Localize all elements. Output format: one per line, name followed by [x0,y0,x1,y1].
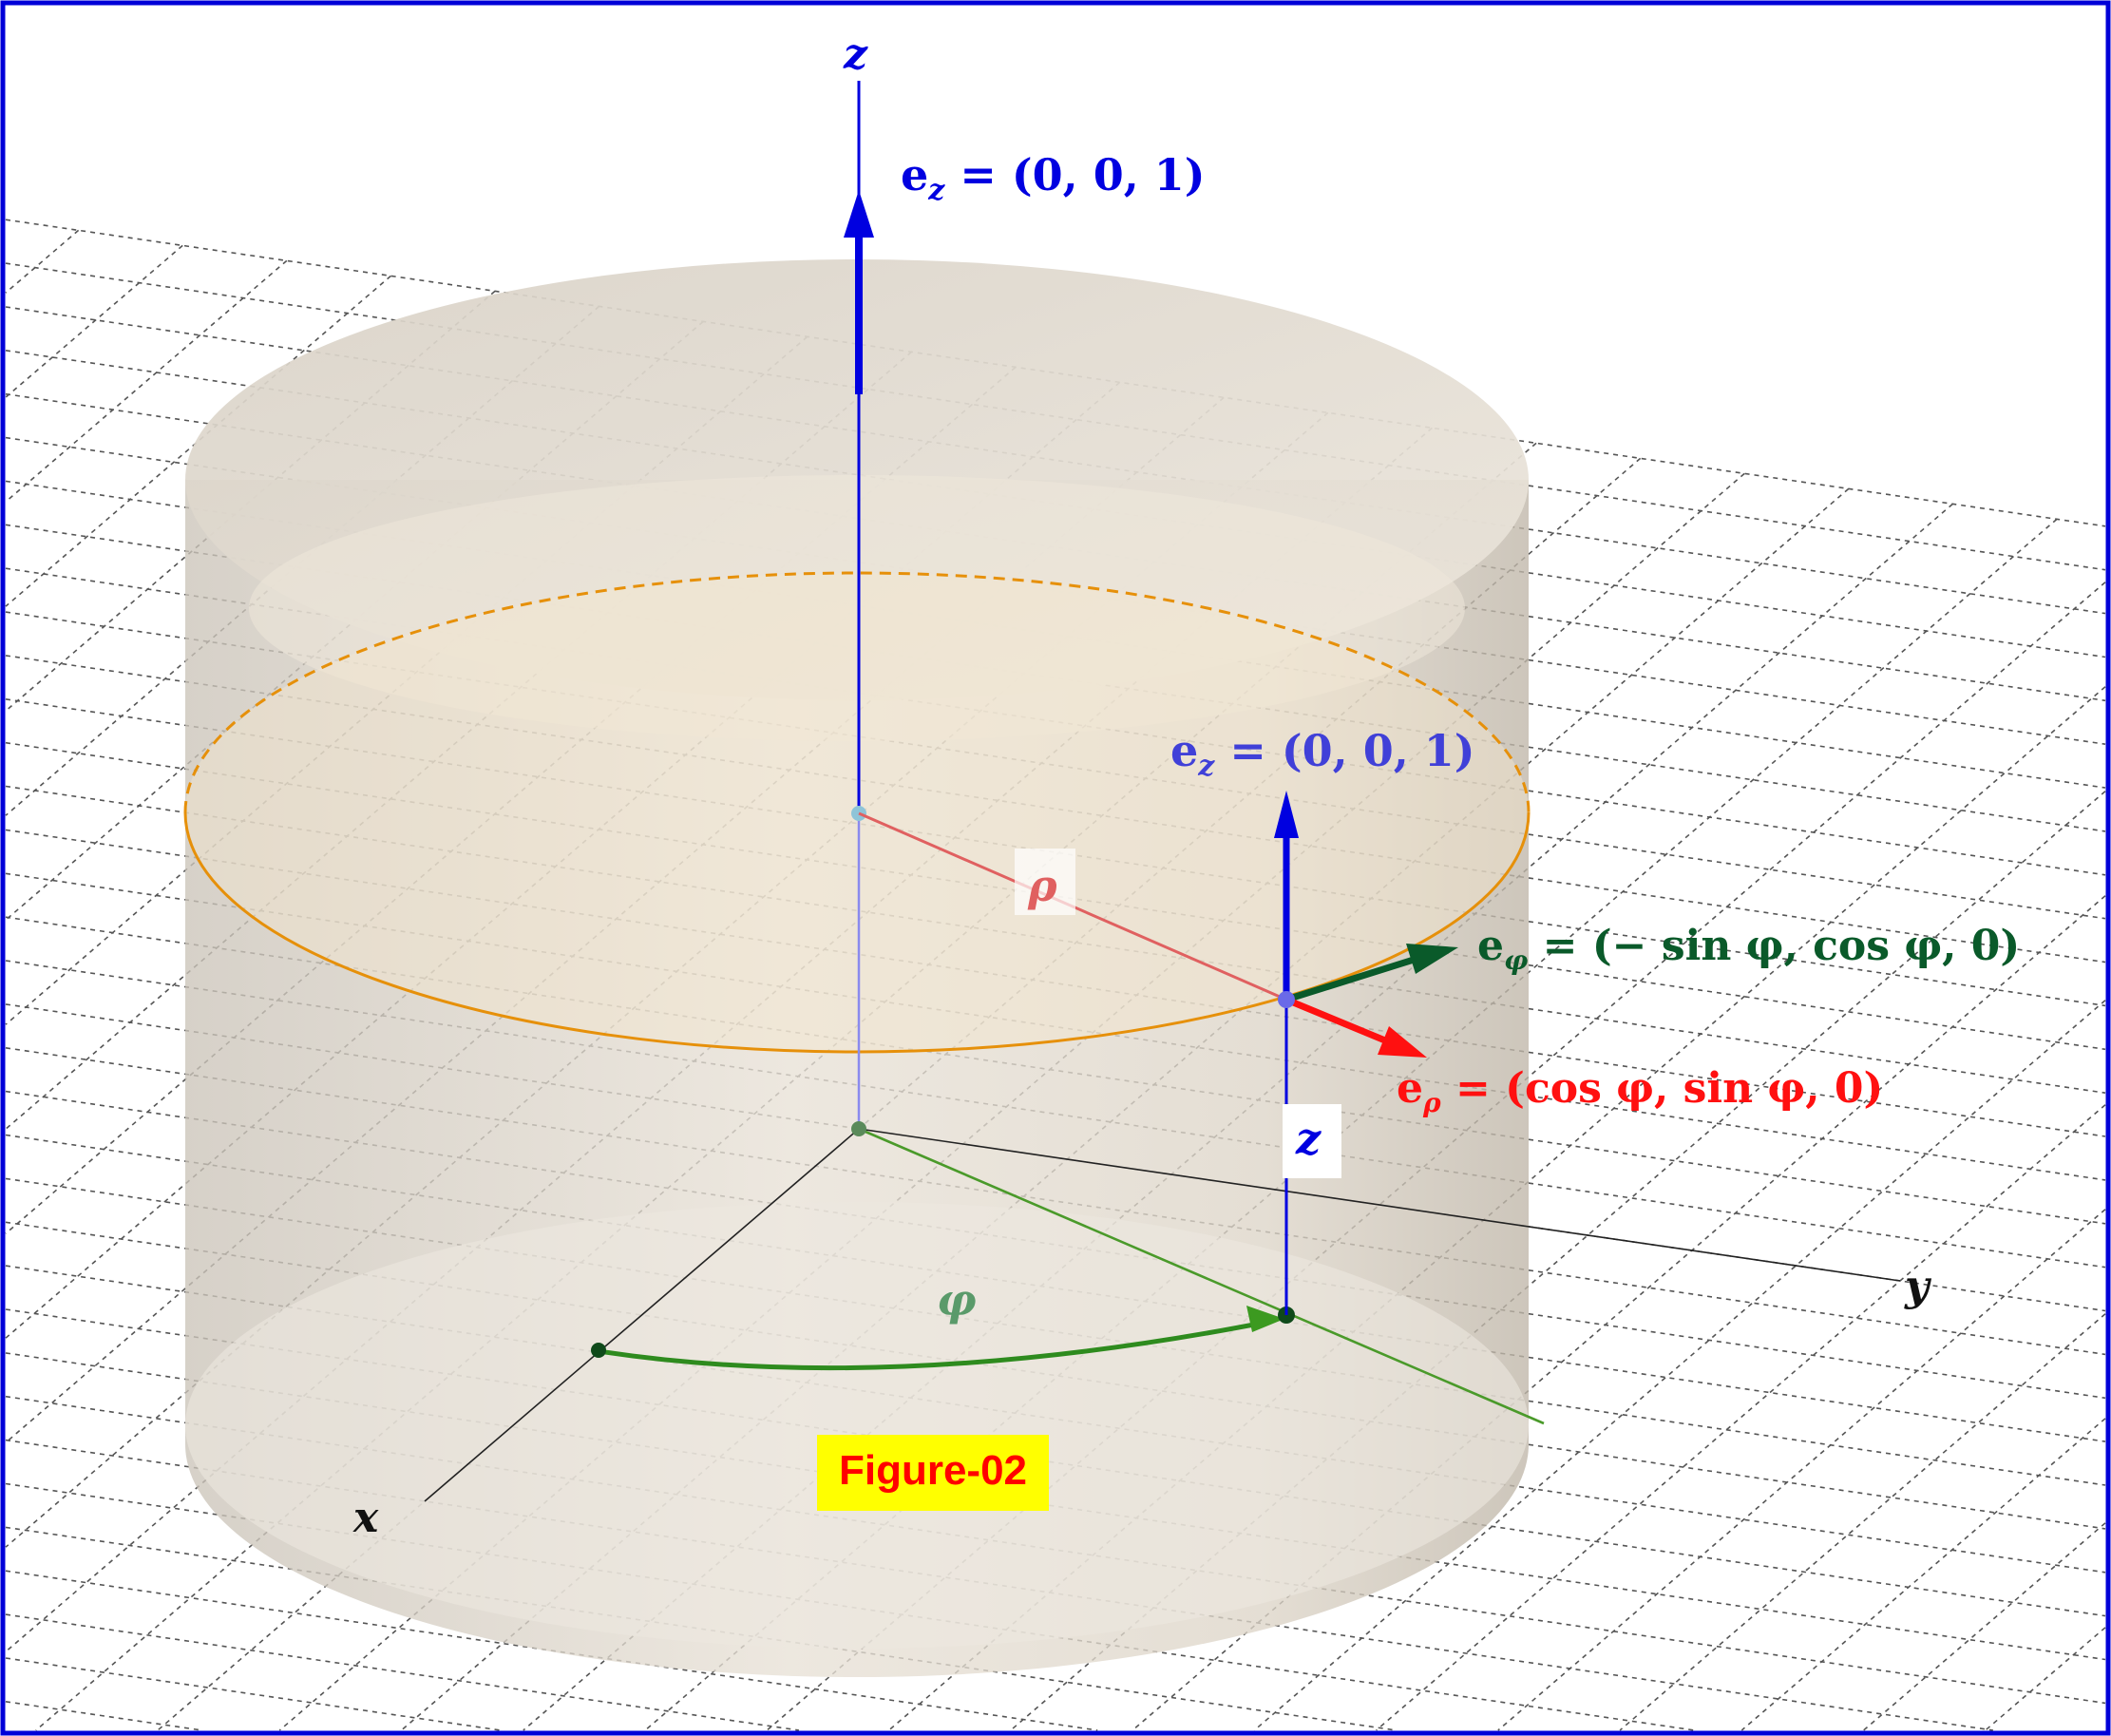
ephi-label: eφ = (− sin φ, cos φ, 0) [1477,922,2020,976]
orange-circle [183,571,1531,1054]
phi-arc [598,1322,1255,1371]
grid-line [1253,1000,2106,1731]
ez-point-label: ez = (0, 0, 1) [1170,725,1475,783]
grid-line [5,262,2106,571]
z-height-label: z [1295,1113,1322,1164]
cylinder-bottom-face [185,1202,1529,1649]
ephi-arrowhead [1406,944,1458,974]
z-axis-label: z [843,30,868,79]
phi-label: φ [937,1274,977,1326]
phi-radial-line [858,1127,1545,1425]
figure-label-box [817,1435,1049,1511]
rho-label-box [1015,849,1075,915]
grid-line [5,1657,501,1731]
cylinder-inner-top-shade [249,475,1465,741]
y-axis-label: y [1904,1262,1932,1310]
figure-label: Figure-02 [839,1447,1027,1494]
grid-line [1740,1418,2106,1731]
orange-circle-back [183,571,1531,813]
grid-line [1985,1627,2106,1731]
erho-label: eρ = (cos φ, sin φ, 0) [1397,1064,1883,1118]
grid-line [1497,1209,2106,1731]
orange-circle-front [183,811,1531,1054]
ez-point-arrowhead [1274,791,1299,838]
rho-label: ρ [1027,860,1057,911]
grid-line [5,229,80,294]
phi-arc-start-point [591,1343,606,1358]
grid-line [1376,1104,2106,1731]
x-axis-label: x [352,1494,379,1542]
cylinder [185,259,1529,1677]
erho-arrow-shaft [1284,996,1398,1049]
grid-line [5,259,288,503]
erho-arrowhead [1378,1026,1427,1058]
grid-line [5,1613,800,1731]
point-p [1278,991,1295,1008]
ephi-arrow-shaft [1284,956,1416,1003]
grid-line [5,1526,1397,1731]
grid-line [1619,1313,2106,1731]
grid-line [5,219,2106,527]
grid-line [5,1701,202,1731]
z-height-label-box [1283,1104,1341,1178]
ez-top-label: ez = (0, 0, 1) [901,149,1206,207]
ez-top-arrowhead [844,190,874,238]
phi-arc-arrowhead [1246,1306,1284,1332]
origin-point [851,1121,866,1136]
y-axis-line [858,1128,1901,1282]
grid-line [5,244,183,398]
x-axis-line [424,1128,860,1502]
